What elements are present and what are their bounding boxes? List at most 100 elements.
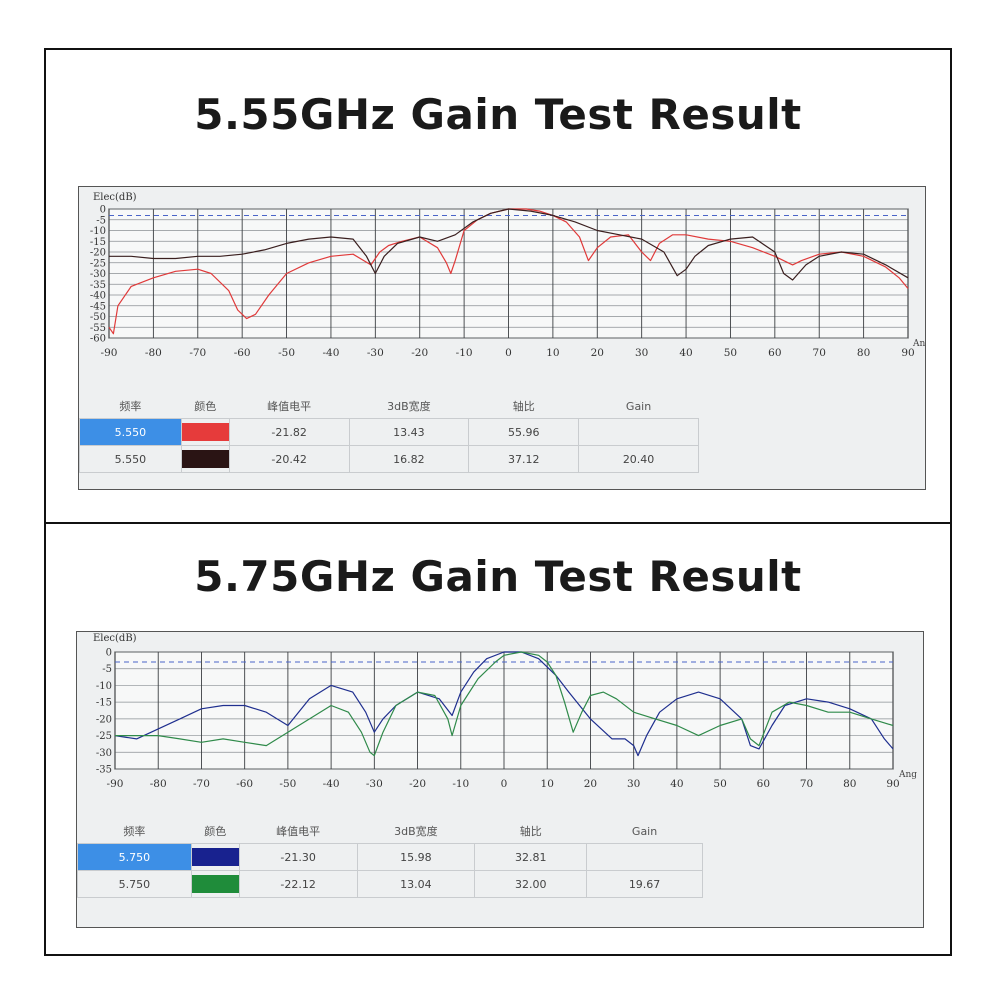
x-tick-label: 80	[857, 347, 870, 359]
header-bw: 3dB宽度	[349, 394, 469, 419]
x-tick-label: 10	[541, 778, 554, 790]
cell-freq[interactable]: 5.550	[79, 418, 182, 446]
x-tick-label: 60	[768, 347, 781, 359]
x-tick-label: -50	[279, 778, 296, 790]
cell-peak: -21.82	[228, 418, 350, 446]
x-tick-label: -80	[145, 347, 162, 359]
y-tick-label: -10	[96, 681, 112, 692]
screenshot-1: 0 -5 -10 -15 -20 -25 -30 -35 -40 -45 -50 -55 -60 -90-…	[78, 186, 926, 490]
header-gain: Gain	[586, 819, 703, 844]
x-tick-label: 80	[843, 778, 856, 790]
cell-peak: -20.42	[228, 445, 350, 473]
x-tick-label: -20	[409, 778, 426, 790]
x-tick-label: 20	[591, 347, 604, 359]
y-tick-label: -5	[102, 664, 112, 675]
series-line-2	[115, 651, 894, 757]
outer-frame	[44, 48, 952, 956]
x-tick-label: -40	[323, 778, 340, 790]
cell-freq[interactable]: 5.750	[77, 870, 192, 898]
x-tick-label: 90	[886, 778, 899, 790]
cell-peak: -21.30	[238, 843, 358, 871]
y-axis-label: Elec(dB)	[93, 633, 137, 644]
x-tick-label: -40	[322, 347, 339, 359]
y-tick-label: -15	[96, 698, 112, 709]
cell-gain	[578, 418, 699, 446]
x-tick-label: 50	[713, 778, 726, 790]
header-color: 颜色	[191, 819, 240, 844]
color-swatch	[191, 848, 239, 866]
x-tick-label: 60	[757, 778, 770, 790]
x-tick-label: 90	[901, 347, 914, 359]
y-tick-label: -35	[90, 280, 106, 291]
cell-gain	[586, 843, 703, 871]
x-tick-label: -90	[101, 347, 118, 359]
y-tick-label: 0	[100, 205, 106, 216]
y-tick-label: -25	[90, 258, 106, 269]
color-swatch	[181, 423, 229, 441]
cell-bw: 15.98	[356, 843, 476, 871]
y-tick-label: -20	[90, 248, 106, 259]
panel-divider	[44, 522, 952, 524]
x-tick-label: 30	[635, 347, 648, 359]
cell-ar: 32.81	[474, 843, 588, 871]
cell-ar: 32.00	[474, 870, 588, 898]
y-tick-label: -15	[90, 237, 106, 248]
x-tick-label: 40	[679, 347, 692, 359]
cell-bw: 13.04	[356, 870, 476, 898]
header-freq: 频率	[79, 394, 182, 419]
header-peak: 峰值电平	[239, 819, 358, 844]
x-tick-label: -30	[367, 347, 384, 359]
color-swatch	[181, 450, 229, 468]
table-row[interactable]: 5.750 -21.30 15.98 32.81	[77, 843, 703, 871]
table-row[interactable]: 5.550 -21.82 13.43 55.96	[79, 418, 699, 446]
x-tick-label: -50	[278, 347, 295, 359]
x-tick-label: -70	[189, 347, 206, 359]
header-bw: 3dB宽度	[357, 819, 475, 844]
cell-gain: 20.40	[578, 445, 699, 473]
screenshot-2: 0 -5 -10 -15 -20 -25 -30 -35 -90 -80 -70 -60 -50 -40 -…	[76, 631, 924, 928]
x-tick-label: 0	[501, 778, 508, 790]
y-tick-label: -20	[96, 714, 112, 725]
x-tick-label: -60	[234, 347, 251, 359]
cell-color	[180, 445, 230, 473]
panel-title-2: 5.75GHz Gain Test Result	[194, 552, 802, 601]
cell-ar: 55.96	[468, 418, 580, 446]
cell-peak: -22.12	[238, 870, 358, 898]
y-tick-label: -30	[96, 748, 112, 759]
table-header-row: 频率 颜色 峰值电平 3dB宽度 轴比 Gain	[77, 819, 703, 844]
color-swatch	[191, 875, 239, 893]
x-tick-label: 40	[670, 778, 683, 790]
cell-freq[interactable]: 5.550	[79, 445, 182, 473]
panel-title-1: 5.55GHz Gain Test Result	[194, 90, 802, 139]
x-axis-label: Ang	[898, 770, 917, 780]
cell-bw: 16.82	[348, 445, 470, 473]
series-line-1	[114, 651, 894, 757]
header-gain: Gain	[578, 394, 699, 419]
y-tick-label: -5	[96, 215, 106, 226]
header-freq: 频率	[77, 819, 192, 844]
x-tick-label: 0	[505, 347, 512, 359]
cell-color	[180, 418, 230, 446]
y-tick-label: -35	[96, 765, 112, 776]
table-row[interactable]: 5.750 -22.12 13.04 32.00 19.67	[77, 870, 703, 898]
y-tick-label: -40	[90, 291, 106, 302]
table-row[interactable]: 5.550 -20.42 16.82 37.12 20.40	[79, 445, 699, 473]
table-header-row: 频率 颜色 峰值电平 3dB宽度 轴比 Gain	[79, 394, 699, 419]
cell-color	[190, 870, 240, 898]
y-tick-label: 0	[106, 648, 112, 659]
x-tick-label: 70	[813, 347, 826, 359]
y-tick-label: -10	[90, 226, 106, 237]
cell-color	[190, 843, 240, 871]
header-color: 颜色	[181, 394, 230, 419]
results-table-2: 频率 颜色 峰值电平 3dB宽度 轴比 Gain 5.750 -21.30 15…	[77, 819, 703, 898]
cell-freq[interactable]: 5.750	[77, 843, 192, 871]
chart-1: 0-5-10-15-20-25-30-35-40-45-50-55-60-90-…	[90, 192, 925, 359]
series-line-2	[109, 208, 909, 281]
y-tick-label: -30	[90, 269, 106, 280]
x-tick-label: -10	[456, 347, 473, 359]
cell-bw: 13.43	[348, 418, 470, 446]
cell-gain: 19.67	[586, 870, 703, 898]
y-tick-label: -25	[96, 731, 112, 742]
x-tick-label: 30	[627, 778, 640, 790]
x-tick-label: -70	[193, 778, 210, 790]
